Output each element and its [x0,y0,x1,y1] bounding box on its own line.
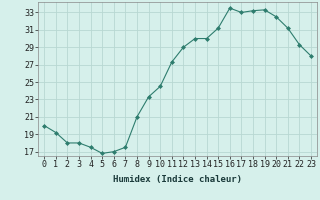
X-axis label: Humidex (Indice chaleur): Humidex (Indice chaleur) [113,175,242,184]
